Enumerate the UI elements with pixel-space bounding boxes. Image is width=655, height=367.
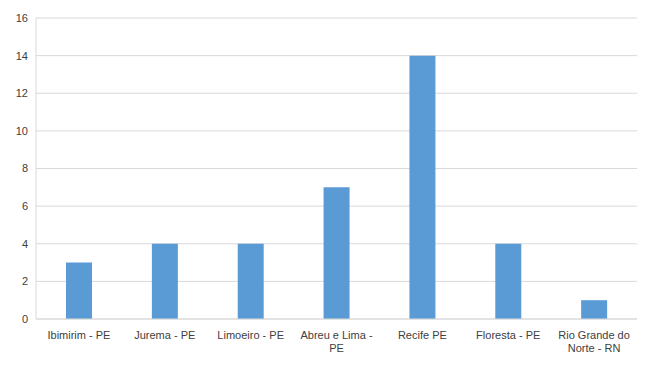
svg-text:16: 16 bbox=[16, 12, 28, 24]
svg-text:2: 2 bbox=[22, 275, 28, 287]
svg-text:Abreu e Lima -PE: Abreu e Lima -PE bbox=[300, 329, 372, 354]
svg-text:Floresta - PE: Floresta - PE bbox=[476, 329, 540, 341]
svg-text:10: 10 bbox=[16, 125, 28, 137]
svg-text:Ibimirim - PE: Ibimirim - PE bbox=[47, 329, 110, 341]
svg-text:0: 0 bbox=[22, 313, 28, 325]
svg-text:Limoeiro - PE: Limoeiro - PE bbox=[217, 329, 284, 341]
svg-text:Recife PE: Recife PE bbox=[398, 329, 447, 341]
svg-text:4: 4 bbox=[22, 238, 28, 250]
svg-text:6: 6 bbox=[22, 200, 28, 212]
svg-text:Rio Grande doNorte - RN: Rio Grande doNorte - RN bbox=[558, 329, 630, 354]
svg-text:8: 8 bbox=[22, 162, 28, 174]
svg-text:14: 14 bbox=[16, 50, 28, 62]
svg-text:Jurema - PE: Jurema - PE bbox=[134, 329, 195, 341]
svg-text:12: 12 bbox=[16, 87, 28, 99]
